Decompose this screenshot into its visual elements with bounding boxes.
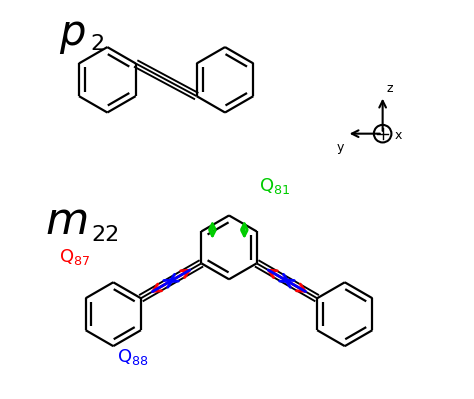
Text: 22: 22 bbox=[91, 225, 119, 245]
Text: 2: 2 bbox=[91, 34, 105, 54]
Text: $\mathrm{Q_{81}}$: $\mathrm{Q_{81}}$ bbox=[259, 176, 290, 196]
Text: x: x bbox=[394, 129, 402, 142]
Text: p: p bbox=[59, 12, 86, 54]
Text: $\mathrm{Q_{87}}$: $\mathrm{Q_{87}}$ bbox=[59, 247, 91, 267]
Text: m: m bbox=[46, 200, 89, 243]
Text: y: y bbox=[336, 141, 344, 154]
Text: $\mathrm{Q_{88}}$: $\mathrm{Q_{88}}$ bbox=[117, 347, 149, 367]
Text: z: z bbox=[387, 81, 393, 95]
